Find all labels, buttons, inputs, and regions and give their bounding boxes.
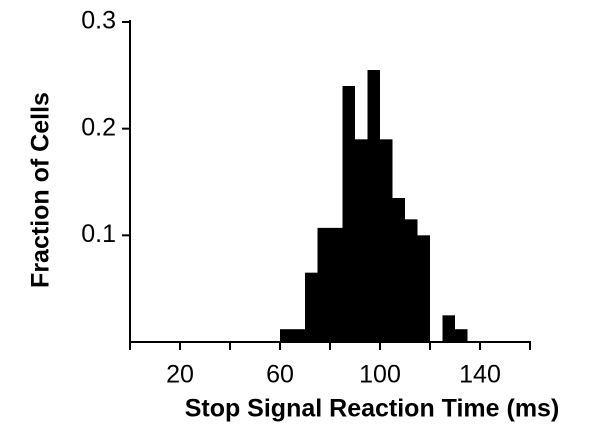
x-tick-label: 20 (166, 361, 194, 389)
bar (342, 86, 355, 342)
x-tick-label: 140 (459, 361, 501, 389)
bar (455, 329, 468, 342)
x-tick-label: 60 (266, 361, 294, 389)
bar (392, 198, 405, 342)
bar (417, 235, 430, 342)
bar (442, 315, 455, 342)
y-tick-label: 0.1 (81, 220, 116, 248)
x-tick-label: 100 (359, 361, 401, 389)
bar (380, 139, 393, 342)
bar (405, 219, 418, 342)
bar (317, 227, 330, 342)
y-tick-label: 0.2 (81, 113, 116, 141)
x-axis-label: Stop Signal Reaction Time (ms) (185, 395, 560, 423)
y-tick-label: 0.3 (81, 7, 116, 35)
y-axis-label: Fraction of Cells (27, 92, 55, 288)
bar (305, 272, 318, 342)
bar (280, 329, 293, 342)
bar (292, 329, 305, 342)
bar (367, 70, 380, 342)
bar (330, 227, 343, 342)
bar (355, 139, 368, 342)
